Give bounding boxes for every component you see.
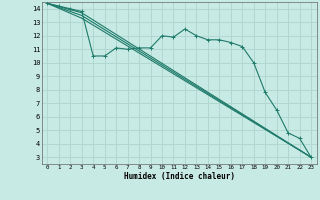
X-axis label: Humidex (Indice chaleur): Humidex (Indice chaleur) [124, 172, 235, 181]
